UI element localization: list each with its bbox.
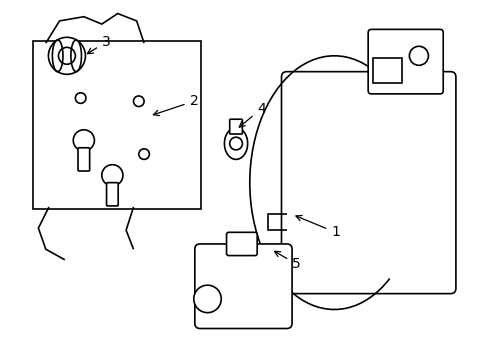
Circle shape: [73, 130, 94, 151]
FancyBboxPatch shape: [226, 232, 257, 256]
Text: 5: 5: [274, 251, 300, 271]
Circle shape: [408, 46, 427, 65]
FancyBboxPatch shape: [106, 183, 118, 206]
Circle shape: [193, 285, 221, 312]
FancyBboxPatch shape: [373, 58, 401, 83]
Circle shape: [229, 137, 242, 150]
Circle shape: [59, 48, 75, 64]
FancyBboxPatch shape: [367, 30, 442, 94]
FancyBboxPatch shape: [194, 244, 291, 329]
Circle shape: [75, 93, 86, 103]
FancyBboxPatch shape: [33, 41, 201, 209]
Circle shape: [102, 165, 122, 186]
Circle shape: [48, 37, 85, 74]
FancyBboxPatch shape: [78, 148, 89, 171]
FancyBboxPatch shape: [229, 119, 242, 134]
Circle shape: [139, 149, 149, 159]
Text: 3: 3: [87, 35, 110, 54]
Text: 1: 1: [295, 216, 339, 239]
Circle shape: [133, 96, 144, 107]
FancyBboxPatch shape: [281, 72, 455, 294]
Text: 4: 4: [239, 102, 265, 127]
Text: 2: 2: [153, 94, 198, 116]
